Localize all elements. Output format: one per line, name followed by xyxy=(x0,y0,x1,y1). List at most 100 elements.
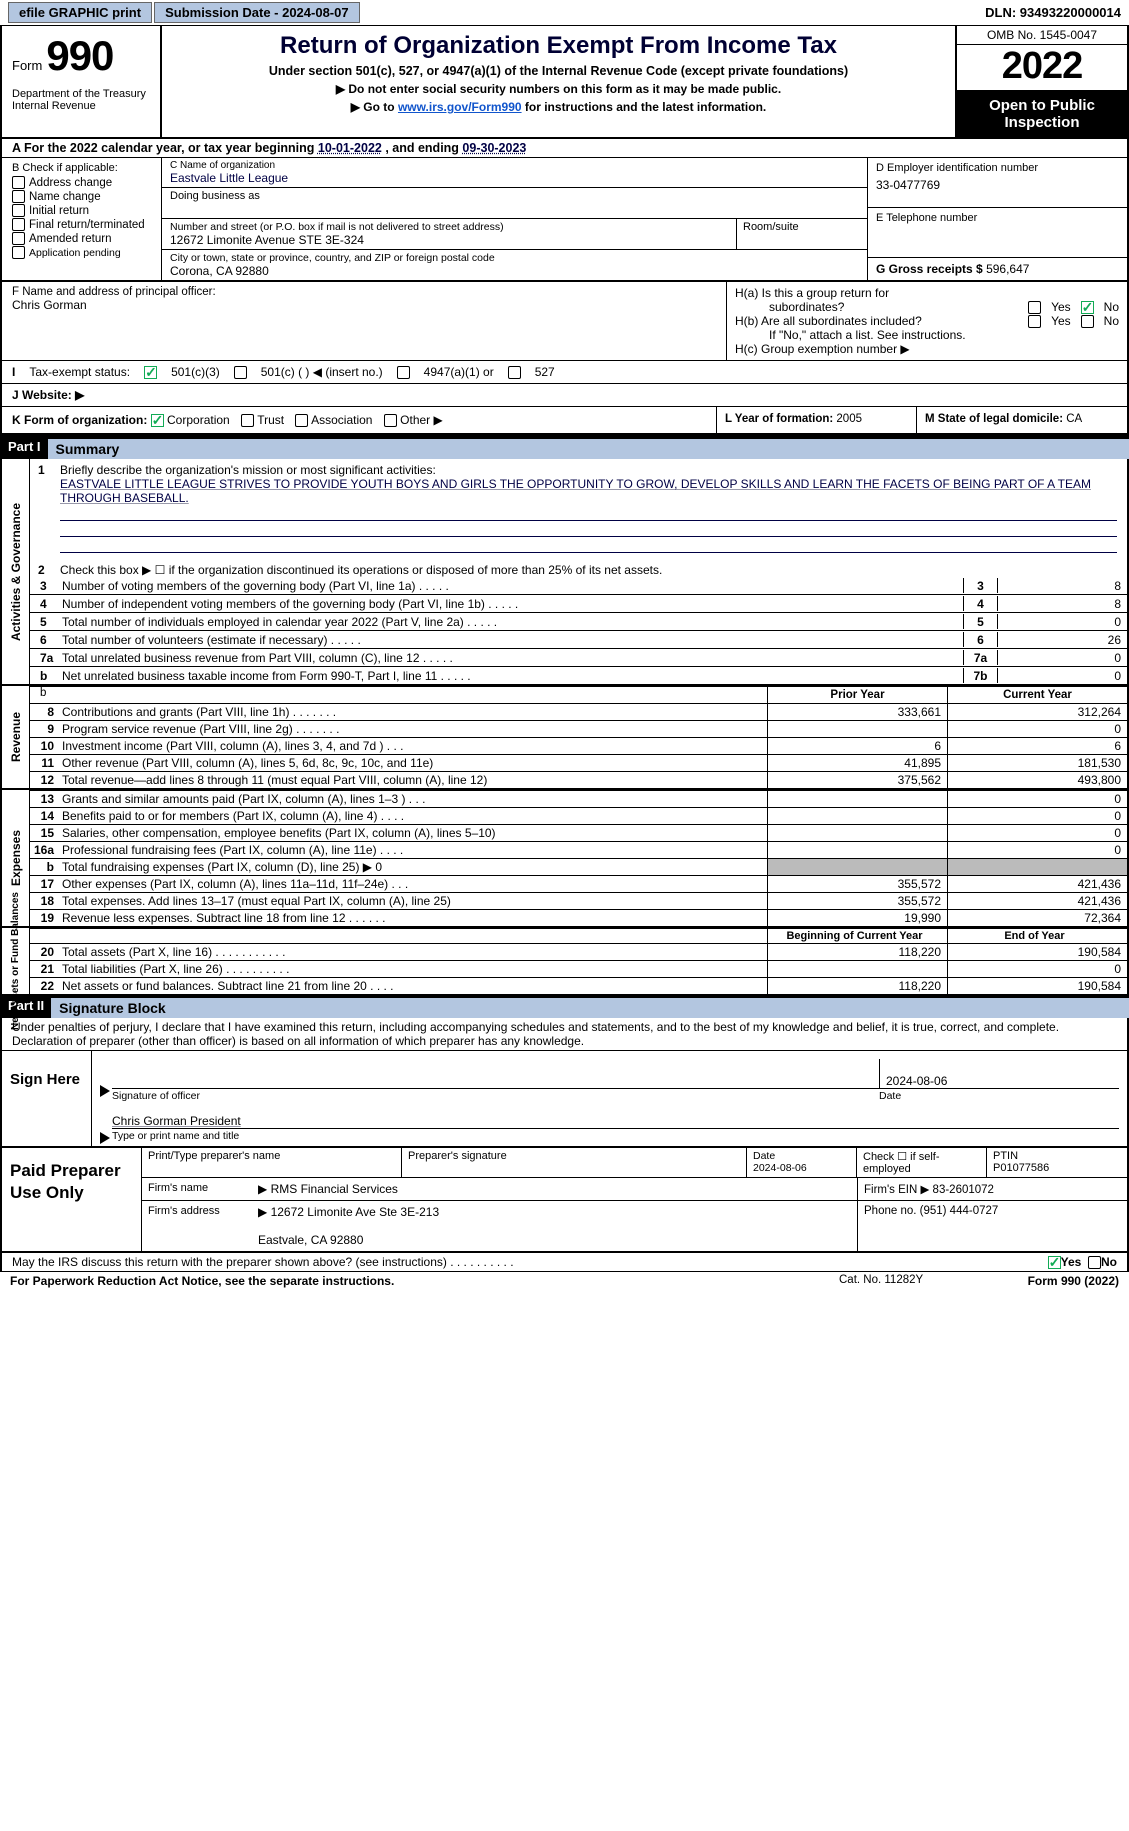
prep-name-hdr: Print/Type preparer's name xyxy=(142,1148,402,1177)
netasset-line-22: 22Net assets or fund balances. Subtract … xyxy=(30,977,1127,994)
opt-assoc: Association xyxy=(311,413,372,427)
expenses-section: Expenses 13Grants and similar amounts pa… xyxy=(0,790,1129,928)
summary-line-7b: bNet unrelated business taxable income f… xyxy=(30,666,1127,684)
ha-no[interactable] xyxy=(1081,301,1094,314)
tax-year: 2022 xyxy=(957,45,1127,91)
discuss-row: May the IRS discuss this return with the… xyxy=(0,1253,1129,1272)
chk-501c[interactable] xyxy=(234,366,247,379)
phone-lbl: E Telephone number xyxy=(876,212,1119,224)
part2-header-row: Part II Signature Block xyxy=(0,996,1129,1018)
signature-intro: Under penalties of perjury, I declare th… xyxy=(0,1018,1129,1050)
blank-line-2 xyxy=(60,521,1117,537)
form-990-page: efile GRAPHIC print Submission Date - 20… xyxy=(0,0,1129,1290)
chk-527[interactable] xyxy=(508,366,521,379)
rowa-pre: A For the 2022 calendar year, or tax yea… xyxy=(12,141,318,155)
ha2-lbl: subordinates? xyxy=(735,300,844,314)
footer-left: For Paperwork Reduction Act Notice, see … xyxy=(10,1274,839,1288)
room-suite-lbl: Room/suite xyxy=(737,219,867,250)
submission-date-button[interactable]: Submission Date - 2024-08-07 xyxy=(154,2,360,23)
netassets-section: Net Assets or Fund Balances Beginning of… xyxy=(0,928,1129,996)
opt-501c: 501(c) ( ) ◀ (insert no.) xyxy=(261,365,383,379)
chk-final-return[interactable] xyxy=(12,218,25,231)
name-title-lbl: Type or print name and title xyxy=(112,1128,1119,1142)
header-right: OMB No. 1545-0047 2022 Open to Public In… xyxy=(957,26,1127,137)
activities-governance-section: Activities & Governance 1Briefly describ… xyxy=(0,459,1129,686)
note2-post: for instructions and the latest informat… xyxy=(522,100,767,114)
gross-receipts: 596,647 xyxy=(986,262,1029,276)
arrow-icon-2 xyxy=(100,1132,110,1144)
sig-officer-lbl: Signature of officer xyxy=(112,1089,879,1102)
sigintro-text: Under penalties of perjury, I declare th… xyxy=(12,1020,1059,1048)
firm-addr-lbl: Firm's address xyxy=(142,1201,252,1251)
part1-title: Summary xyxy=(48,437,1129,459)
form-word: Form xyxy=(12,58,42,73)
col-deg: D Employer identification number 33-0477… xyxy=(867,158,1127,280)
discuss-yes[interactable] xyxy=(1048,1256,1061,1269)
revenue-section: Revenue bPrior YearCurrent Year 8Contrib… xyxy=(0,686,1129,790)
prep-sig-hdr: Preparer's signature xyxy=(402,1148,747,1177)
chk-other[interactable] xyxy=(384,414,397,427)
row-klm: K Form of organization: Corporation Trus… xyxy=(0,407,1129,435)
ein-value: 33-0477769 xyxy=(876,178,1119,192)
form-header: Form 990 Department of the Treasury Inte… xyxy=(0,26,1129,139)
lbl-name: Name change xyxy=(29,191,101,203)
form-subtitle: Under section 501(c), 527, or 4947(a)(1)… xyxy=(170,64,947,78)
revenue-line-12: 12Total revenue—add lines 8 through 11 (… xyxy=(30,771,1127,788)
summary-line-7a: 7aTotal unrelated business revenue from … xyxy=(30,648,1127,666)
sign-here-label: Sign Here xyxy=(2,1051,92,1146)
hb-no[interactable] xyxy=(1081,315,1094,328)
part1-hdr: Part I xyxy=(0,437,49,459)
sign-date: 2024-08-06 xyxy=(879,1059,1119,1088)
l-lbl: L Year of formation: xyxy=(725,413,836,425)
firm-name: ▶ RMS Financial Services xyxy=(252,1178,857,1200)
city-lbl: City or town, state or province, country… xyxy=(170,252,859,264)
firm-phone: (951) 444-0727 xyxy=(920,1205,999,1217)
row-a-tax-year: A For the 2022 calendar year, or tax yea… xyxy=(0,139,1129,157)
discuss-no[interactable] xyxy=(1088,1256,1101,1269)
firm-addr2: Eastvale, CA 92880 xyxy=(258,1233,363,1247)
chk-trust[interactable] xyxy=(241,414,254,427)
firm-phone-lbl: Phone no. xyxy=(864,1205,916,1217)
chk-app-pending[interactable] xyxy=(12,246,25,259)
chk-501c3[interactable] xyxy=(144,366,157,379)
end-year-hdr: End of Year xyxy=(947,929,1127,943)
part1-header-row: Part I Summary xyxy=(0,435,1129,459)
topbar: efile GRAPHIC print Submission Date - 20… xyxy=(0,0,1129,26)
chk-4947[interactable] xyxy=(397,366,410,379)
state-domicile: CA xyxy=(1066,413,1082,425)
b-label: B Check if applicable: xyxy=(12,162,155,174)
chk-assoc[interactable] xyxy=(295,414,308,427)
prep-date: 2024-08-06 xyxy=(753,1162,807,1174)
sig-date-lbl: Date xyxy=(879,1089,1119,1102)
chk-name-change[interactable] xyxy=(12,190,25,203)
col-c-name-addr: C Name of organization Eastvale Little L… xyxy=(162,158,867,280)
row-f-h: F Name and address of principal officer:… xyxy=(0,282,1129,361)
vlabel-activities: Activities & Governance xyxy=(9,503,23,641)
dba-row: Doing business as xyxy=(162,188,867,219)
prior-year-hdr: Prior Year xyxy=(767,687,947,703)
officer-name: Chris Gorman xyxy=(12,298,716,312)
expense-line-19: 19Revenue less expenses. Subtract line 1… xyxy=(30,909,1127,926)
street-address: 12672 Limonite Avenue STE 3E-324 xyxy=(170,233,728,247)
lbl-address: Address change xyxy=(29,177,112,189)
note-link: ▶ Go to www.irs.gov/Form990 for instruct… xyxy=(170,100,947,114)
no-lbl: No xyxy=(1101,1255,1117,1269)
netasset-line-21: 21Total liabilities (Part X, line 26) . … xyxy=(30,960,1127,977)
revenue-line-10: 10Investment income (Part VIII, column (… xyxy=(30,737,1127,754)
hb-lbl: H(b) Are all subordinates included? xyxy=(735,314,922,328)
department-label: Department of the Treasury Internal Reve… xyxy=(12,88,154,112)
efile-print-button[interactable]: efile GRAPHIC print xyxy=(8,2,152,23)
irs-link[interactable]: www.irs.gov/Form990 xyxy=(398,100,522,114)
hb-yes[interactable] xyxy=(1028,315,1041,328)
chk-initial-return[interactable] xyxy=(12,204,25,217)
note-ssn: ▶ Do not enter social security numbers o… xyxy=(170,82,947,96)
chk-corp[interactable] xyxy=(151,414,164,427)
ha-yes[interactable] xyxy=(1028,301,1041,314)
ein-lbl: D Employer identification number xyxy=(876,162,1119,174)
chk-amended[interactable] xyxy=(12,232,25,245)
part2-hdr: Part II xyxy=(0,996,52,1018)
chk-address-change[interactable] xyxy=(12,176,25,189)
region-b-cde: B Check if applicable: Address change Na… xyxy=(0,157,1129,282)
footer-cat: Cat. No. 11282Y xyxy=(839,1274,979,1288)
summary-line-6: 6Total number of volunteers (estimate if… xyxy=(30,630,1127,648)
